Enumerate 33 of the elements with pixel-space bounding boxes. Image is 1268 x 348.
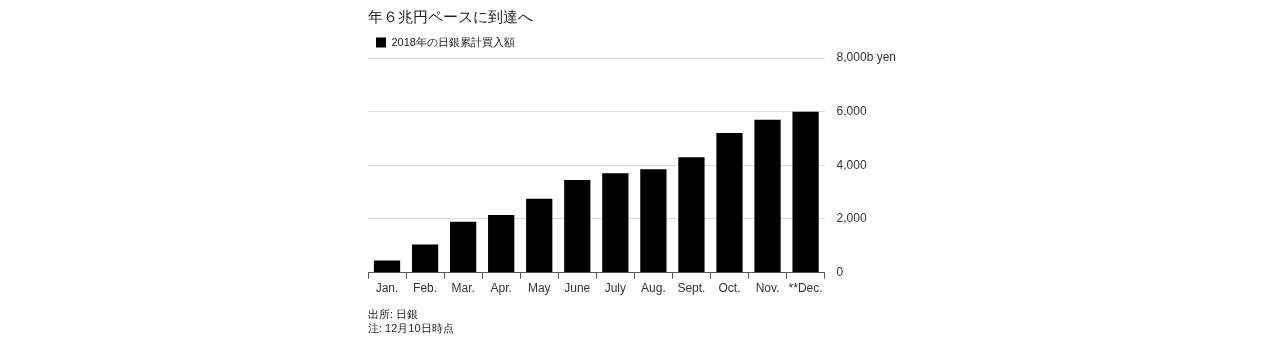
y-tick-label: 2,000	[836, 211, 867, 226]
y-tick-label: 4,000	[836, 157, 867, 172]
x-tick-label: July	[604, 281, 627, 296]
y-tick-label: 0	[836, 264, 844, 279]
legend-label: 2018年の日銀累計買入額	[391, 35, 515, 48]
x-tick-label: Feb.	[413, 281, 438, 296]
bar	[716, 133, 743, 273]
bar	[526, 198, 553, 273]
x-tick-label: **Dec.	[788, 281, 823, 296]
text: 注: 12月10日時点	[368, 321, 455, 335]
bar	[792, 111, 819, 273]
x-tick-label: Jan.	[375, 281, 399, 296]
bar	[488, 214, 515, 273]
x-tick-label: Oct.	[718, 281, 741, 296]
bar	[640, 169, 667, 273]
bar	[754, 119, 781, 273]
x-tick-label: Nov.	[755, 281, 780, 296]
x-tick-label: Mar.	[451, 281, 475, 296]
bar	[678, 157, 705, 273]
x-tick-label: May	[527, 281, 551, 296]
bar	[602, 173, 629, 273]
y-tick-label: 6,000	[836, 103, 867, 118]
x-tick-label: Sept.	[677, 281, 706, 296]
bar	[373, 260, 401, 273]
y-tick-label: 8,000b yen	[836, 50, 897, 65]
bar	[564, 180, 591, 273]
x-tick-label: Aug.	[641, 281, 666, 296]
bar	[411, 244, 439, 273]
bar	[450, 221, 477, 273]
x-tick-label: June	[564, 281, 591, 296]
text: 出所: 日銀	[368, 307, 420, 321]
x-tick-label: Apr.	[490, 281, 512, 296]
chart-title: 年６兆円ペースに到達へ	[368, 8, 534, 27]
